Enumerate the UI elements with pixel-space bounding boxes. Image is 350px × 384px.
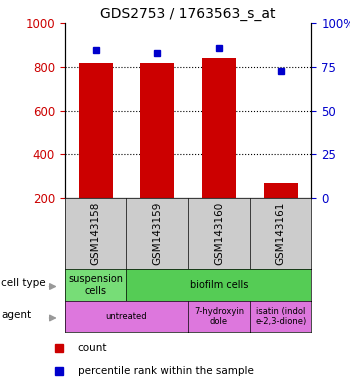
Text: percentile rank within the sample: percentile rank within the sample bbox=[78, 366, 253, 376]
Text: untreated: untreated bbox=[106, 312, 147, 321]
Text: 7-hydroxyin
dole: 7-hydroxyin dole bbox=[194, 307, 244, 326]
Bar bbox=[264, 183, 298, 198]
Text: biofilm cells: biofilm cells bbox=[190, 280, 248, 290]
Text: GSM143161: GSM143161 bbox=[276, 202, 286, 265]
Text: GSM143158: GSM143158 bbox=[91, 202, 100, 265]
Text: count: count bbox=[78, 343, 107, 353]
Text: GSM143159: GSM143159 bbox=[152, 202, 162, 265]
Bar bbox=[140, 63, 174, 198]
Title: GDS2753 / 1763563_s_at: GDS2753 / 1763563_s_at bbox=[100, 7, 276, 21]
Text: cell type: cell type bbox=[1, 278, 46, 288]
Text: agent: agent bbox=[1, 310, 31, 320]
Text: suspension
cells: suspension cells bbox=[68, 274, 123, 296]
Bar bbox=[79, 63, 113, 198]
Text: GSM143160: GSM143160 bbox=[214, 202, 224, 265]
Bar bbox=[202, 58, 236, 198]
Text: isatin (indol
e-2,3-dione): isatin (indol e-2,3-dione) bbox=[255, 307, 306, 326]
